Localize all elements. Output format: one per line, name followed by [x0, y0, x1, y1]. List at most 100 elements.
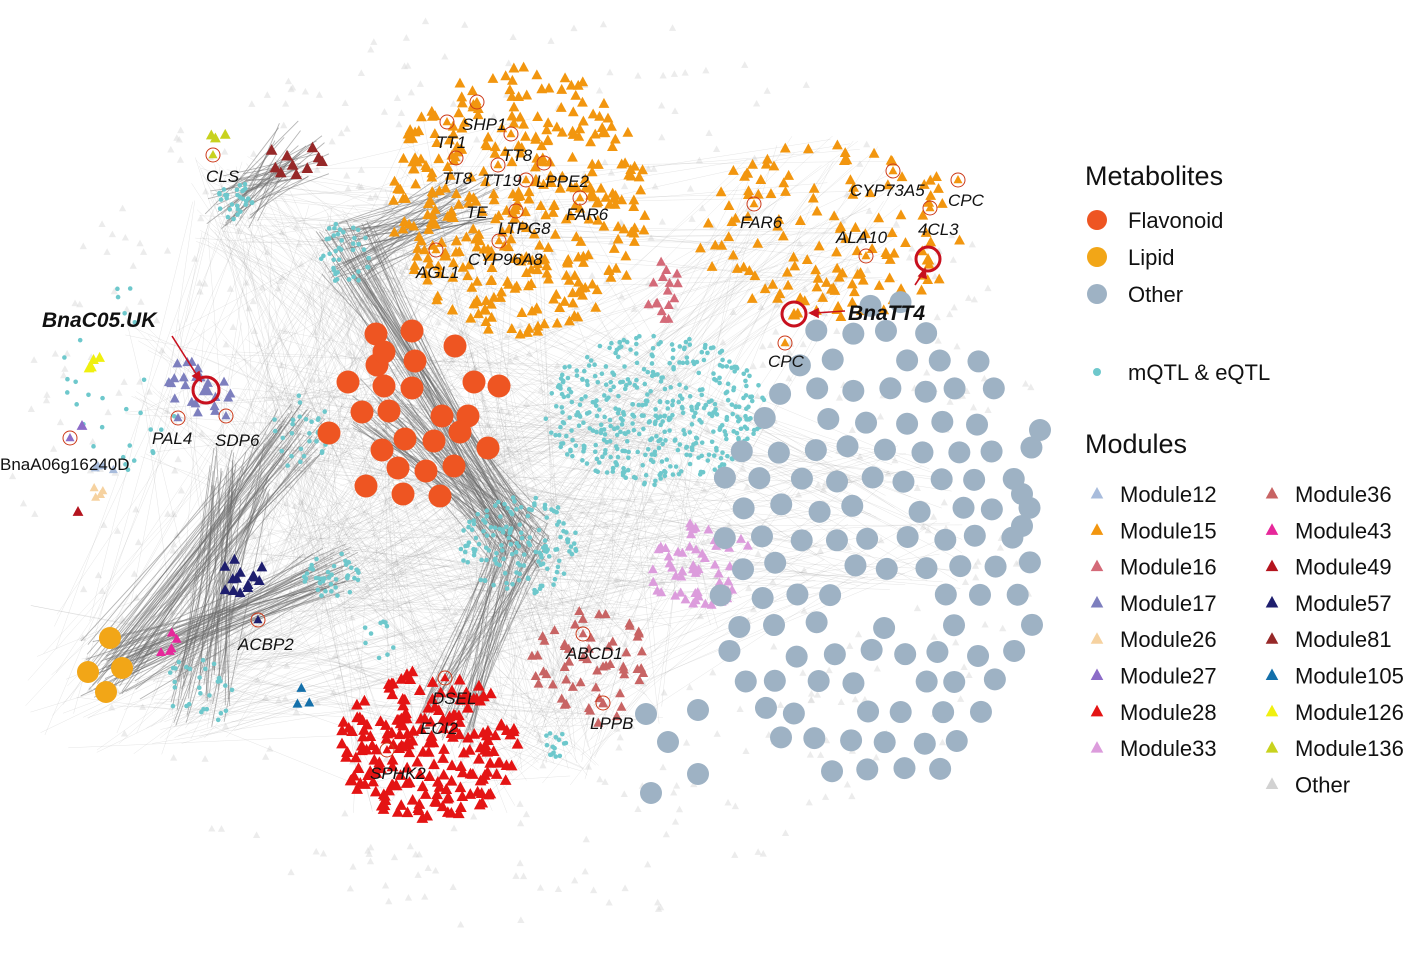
module-gene-node [767, 278, 779, 289]
network-edge [257, 161, 550, 400]
background-node [344, 244, 352, 252]
qtl-node [350, 247, 356, 253]
background-node [343, 172, 351, 179]
qtl-node [689, 407, 695, 413]
gene-label-cyp73a5: CYP73A5 [850, 181, 925, 200]
network-edge [121, 576, 334, 680]
network-edge [318, 559, 543, 712]
module-gene-node [422, 274, 433, 285]
gene-label-cls: CLS [206, 167, 240, 186]
background-node [171, 466, 179, 474]
module-gene-node [506, 74, 518, 85]
module-gene-node [845, 174, 856, 185]
qtl-node [467, 519, 472, 525]
module-gene-node [579, 173, 591, 184]
qtl-node [717, 427, 723, 433]
qtl-node [583, 394, 588, 399]
network-edge [218, 286, 347, 457]
module-gene-node [656, 587, 667, 597]
qtl-node [658, 379, 664, 384]
background-node [709, 668, 717, 676]
background-node [621, 640, 629, 647]
module-gene-node [489, 729, 502, 741]
background-node [345, 349, 353, 356]
qtl-node [651, 333, 656, 339]
qtl-node [272, 428, 278, 434]
qtl-node [235, 212, 240, 217]
network-edge [479, 420, 529, 500]
network-edge [134, 315, 599, 766]
network-nodes [62, 61, 1051, 823]
network-edge [187, 523, 484, 694]
network-edge [130, 232, 203, 608]
module-gene-node [433, 781, 446, 792]
background-node [757, 303, 765, 310]
background-node [647, 496, 655, 503]
qtl-node [667, 428, 672, 433]
qtl-node [472, 549, 477, 555]
module-gene-node [556, 83, 568, 94]
background-node [129, 262, 137, 269]
module-gene-node [608, 192, 620, 203]
network-edge [287, 330, 598, 709]
labeled-gene-ring [250, 612, 266, 628]
network-edge [311, 182, 441, 256]
module-gene-node [738, 261, 750, 272]
background-node [592, 385, 600, 392]
qtl-node [548, 430, 554, 435]
qtl-node [615, 425, 620, 430]
background-node [968, 240, 976, 248]
network-edge [529, 524, 963, 527]
module-gene-node [437, 713, 449, 724]
background-node [365, 850, 373, 857]
network-edge [44, 208, 267, 736]
network-edge [192, 244, 268, 386]
background-node [63, 349, 71, 357]
network-edge [181, 609, 602, 744]
network-edge [206, 468, 222, 702]
background-node [262, 694, 270, 701]
network-edge [506, 553, 804, 573]
background-node [292, 223, 300, 230]
qtl-node [551, 508, 557, 514]
network-edge [525, 210, 750, 718]
module-gene-node [723, 231, 735, 242]
module-gene-node [528, 228, 540, 239]
legend-metabolite-label: Lipid [1128, 245, 1174, 270]
module-gene-node [570, 89, 582, 100]
qtl-node [544, 733, 549, 738]
network-edge [187, 657, 297, 724]
background-node [202, 187, 210, 195]
module-gene-node [813, 240, 825, 251]
module-gene-node [415, 712, 427, 724]
qtl-node [622, 386, 628, 392]
network-edge [271, 459, 373, 809]
qtl-node [223, 683, 228, 688]
flavonoid-metabolite-node [317, 421, 341, 445]
module-gene-node [638, 224, 650, 235]
qtl-node [221, 187, 227, 192]
module-gene-node [424, 715, 437, 727]
module-gene-node [634, 675, 645, 685]
module-gene-node [840, 232, 852, 243]
background-node [505, 59, 513, 67]
module-gene-node [492, 756, 505, 768]
network-edge [298, 534, 610, 540]
module-gene-node [378, 799, 391, 811]
module-gene-node [411, 250, 423, 261]
background-node [785, 374, 793, 382]
qtl-node [542, 538, 548, 543]
background-node [449, 100, 458, 107]
qtl-node [335, 593, 340, 598]
module-gene-node [742, 540, 753, 550]
module-gene-node [242, 582, 254, 593]
module-gene-node [441, 806, 454, 817]
network-edge [654, 432, 717, 536]
module-gene-node [352, 762, 365, 773]
module-gene-node [386, 760, 399, 772]
background-node [163, 247, 172, 254]
background-node [606, 630, 614, 638]
qtl-node [504, 586, 510, 591]
module-gene-node [691, 565, 702, 575]
module-gene-node [463, 743, 476, 755]
